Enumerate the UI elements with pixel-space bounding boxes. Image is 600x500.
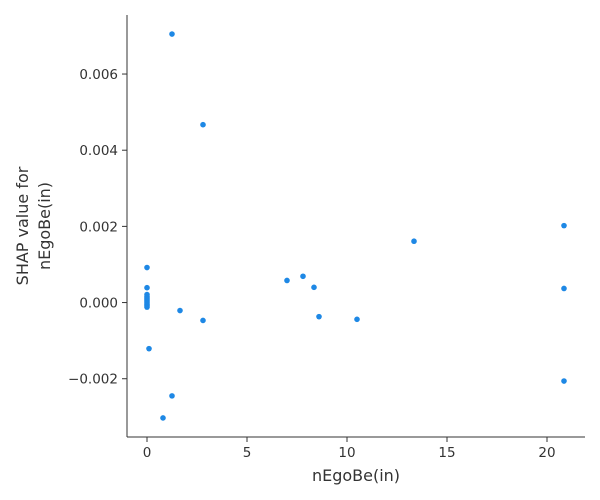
x-tick-label: 20	[538, 445, 555, 461]
scatter-point	[411, 238, 417, 245]
scatter-point	[300, 273, 306, 280]
y-tick-label: 0.006	[79, 67, 118, 83]
y-tick-label: −0.002	[68, 372, 118, 388]
scatter-point	[311, 284, 317, 291]
scatter-points	[144, 31, 567, 421]
y-tick-label: 0.000	[79, 296, 118, 312]
scatter-point	[200, 317, 206, 324]
scatter-point	[200, 121, 206, 128]
scatter-point	[561, 222, 567, 229]
scatter-point	[284, 277, 290, 284]
scatter-point	[169, 393, 175, 399]
scatter-point	[169, 31, 175, 37]
scatter-point	[160, 415, 166, 421]
x-tick-label: 15	[438, 445, 455, 461]
y-axis-label-line-1: SHAP value for	[13, 166, 32, 285]
x-axis-ticks: 0 5 10 15 20	[143, 437, 556, 461]
scatter-point	[144, 304, 150, 310]
scatter-point	[316, 313, 322, 320]
y-tick-label: 0.002	[79, 219, 118, 235]
y-axis-label-line-2: nEgoBe(in)	[35, 182, 54, 270]
x-tick-label: 5	[243, 445, 252, 461]
scatter-point	[144, 284, 150, 291]
x-axis-label: nEgoBe(in)	[312, 466, 400, 485]
x-tick-label: 10	[338, 445, 355, 461]
y-axis-ticks: −0.002 0.000 0.002 0.004 0.006	[68, 67, 127, 388]
scatter-point	[144, 264, 150, 271]
y-tick-label: 0.004	[79, 143, 118, 159]
scatter-point	[354, 316, 360, 323]
scatter-point	[561, 378, 567, 384]
scatter-point	[561, 285, 567, 292]
scatter-point	[177, 307, 183, 314]
scatter-point	[146, 345, 152, 352]
x-tick-label: 0	[143, 445, 152, 461]
